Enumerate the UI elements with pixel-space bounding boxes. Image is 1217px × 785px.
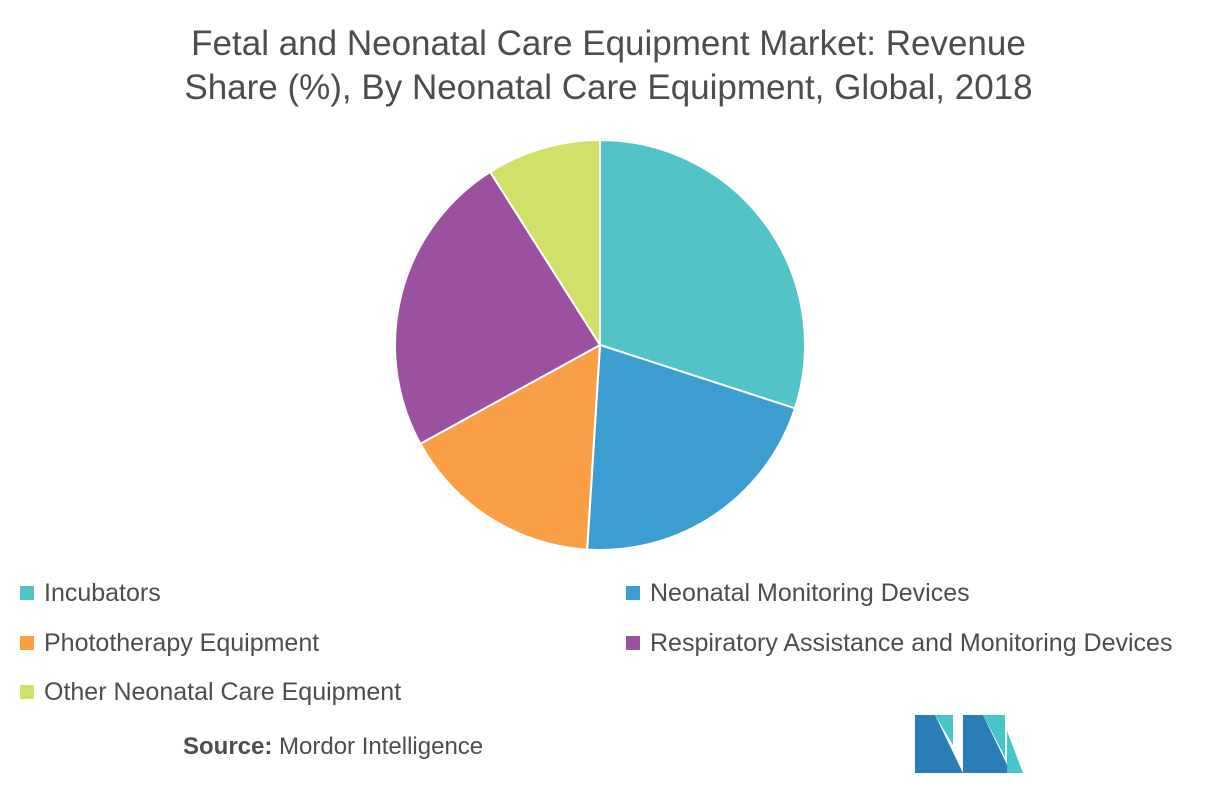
legend-swatch [626,636,640,650]
legend-swatch [20,685,34,699]
pie-slice-phototherapy-equipment [418,343,602,551]
chart-title-line-2: Share (%), By Neonatal Care Equipment, G… [184,68,1033,107]
legend-item-other-neonatal-care-equipment: Other Neonatal Care Equipment [20,677,401,707]
legend-item-neonatal-monitoring-devices: Neonatal Monitoring Devices [626,578,970,608]
legend-item-respiratory-assistance: Respiratory Assistance and Monitoring De… [626,628,1172,658]
legend-swatch [626,586,640,600]
legend-swatch [20,636,34,650]
legend-item-incubators: Incubators [20,578,161,608]
pie-slice-neonatal-monitoring-devices [586,343,797,551]
legend-label: Respiratory Assistance and Monitoring De… [650,628,1173,657]
pie-slice-respiratory-assistance-and-monitoring-devices [394,170,602,446]
chart-title: Fetal and Neonatal Care Equipment Market… [0,22,1217,110]
source-label: Source: [183,733,273,760]
mordor-intelligence-logo-icon [915,715,1023,773]
pie-chart [394,138,806,551]
pie-slice-other-neonatal-care-equipment [488,138,601,349]
legend-label: Other Neonatal Care Equipment [44,677,402,706]
legend-label: Phototherapy Equipment [44,628,320,657]
legend-swatch [20,586,34,600]
pie-slice-incubators [599,138,806,410]
source-note: Source: Mordor Intelligence [183,733,483,761]
chart-title-line-1: Fetal and Neonatal Care Equipment Market… [191,24,1026,63]
legend-label: Neonatal Monitoring Devices [650,578,970,607]
legend-item-phototherapy-equipment: Phototherapy Equipment [20,628,319,658]
legend-label: Incubators [44,578,161,607]
source-text: Mordor Intelligence [279,733,484,760]
